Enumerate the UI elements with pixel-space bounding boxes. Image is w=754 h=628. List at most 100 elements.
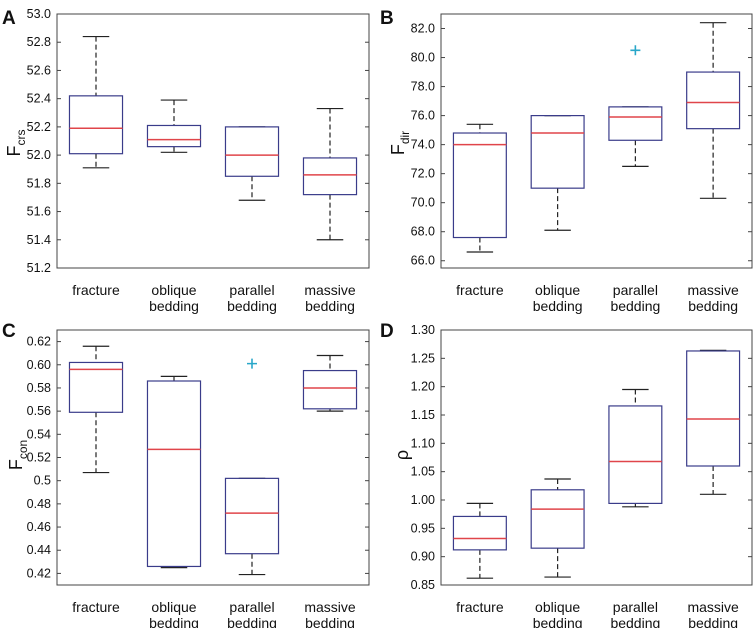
y-tick-label: 78.0: [411, 80, 435, 94]
panel-label: B: [380, 8, 394, 29]
panel-c: 0.42 0.44 0.46 0.48 0.5 0.52 0.54 0.56 0.58 0.60 0…: [2, 321, 370, 628]
plot-frame: [56, 13, 370, 269]
y-axis-label: Fcrs: [4, 130, 28, 157]
outlier-marker: [630, 45, 641, 56]
y-tick-label: 68.0: [411, 225, 435, 239]
y-tick-label: 1.25: [411, 351, 435, 365]
x-category-label: massive: [304, 282, 356, 298]
box-iqr: [146, 380, 202, 568]
y-tick-label: 0.48: [27, 497, 51, 511]
y-axis-label: Fdir: [388, 131, 412, 155]
x-category-label: fracture: [456, 599, 504, 615]
y-tick-label: 1.10: [411, 436, 435, 450]
x-category-label: bedding: [610, 298, 660, 314]
y-tick-label: 0.58: [27, 381, 51, 395]
y-tick-label: 0.54: [27, 427, 51, 441]
plot-frame: [56, 329, 370, 586]
x-category-label: fracture: [456, 282, 504, 298]
box-iqr: [224, 477, 280, 555]
y-axis-label-main: F: [388, 144, 408, 155]
x-category-label: oblique: [151, 282, 196, 298]
x-category-label: parallel: [613, 282, 658, 298]
panel-a: 51.2 51.4 51.6 51.8 52.0 52.2 52.4 52.6 52.8 53.0…: [2, 7, 370, 314]
y-tick-label: 51.2: [27, 261, 51, 275]
y-tick-label: 1.30: [411, 323, 435, 337]
y-tick-label: 1.20: [411, 380, 435, 394]
y-tick-label: 0.56: [27, 404, 51, 418]
panel-label: C: [2, 321, 16, 342]
x-category-label: parallel: [613, 599, 658, 615]
x-category-label: fracture: [72, 599, 120, 615]
y-tick-label: 80.0: [411, 51, 435, 65]
box-iqr: [224, 126, 280, 177]
x-category-label: massive: [687, 282, 739, 298]
y-tick-label: 52.2: [27, 120, 51, 134]
y-tick-label: 74.0: [411, 138, 435, 152]
x-category-label: bedding: [149, 298, 199, 314]
x-category-label: bedding: [533, 298, 583, 314]
y-tick-label: 51.4: [27, 233, 51, 247]
y-axis-label-main: F: [4, 146, 24, 157]
y-tick-label: 52.4: [27, 92, 51, 106]
y-tick-label: 51.6: [27, 205, 51, 219]
x-category-label: bedding: [305, 298, 355, 314]
y-tick-label: 52.6: [27, 63, 51, 77]
y-tick-label: 0.42: [27, 566, 51, 580]
y-axis-label-sub: crs: [14, 130, 28, 146]
panel-label: D: [380, 321, 394, 342]
y-tick-label: 1.15: [411, 408, 435, 422]
y-tick-label: 0.85: [411, 578, 435, 592]
y-tick-label: 52.0: [27, 148, 51, 162]
outlier-marker: [247, 358, 257, 369]
y-axis-label-main: F: [6, 459, 26, 470]
y-tick-label: 51.8: [27, 176, 51, 190]
y-tick-label: 82.0: [411, 22, 435, 36]
x-category-label: bedding: [227, 298, 277, 314]
x-category-label: bedding: [227, 615, 277, 628]
x-category-label: parallel: [229, 599, 274, 615]
x-category-label: oblique: [151, 599, 196, 615]
x-category-label: oblique: [535, 282, 580, 298]
y-tick-label: 0.62: [27, 335, 51, 349]
x-category-label: bedding: [688, 615, 738, 628]
panel-d: 0.85 0.90 0.95 1.00 1.05 1.10 1.15 1.20 1.25 1.30…: [380, 321, 753, 628]
box-iqr: [608, 405, 663, 504]
y-axis-label-sub: dir: [398, 131, 412, 144]
plot-frame: [440, 13, 753, 269]
box-iqr: [686, 350, 741, 467]
box-iqr: [146, 124, 202, 148]
box-iqr: [68, 95, 124, 155]
y-tick-label: 0.60: [27, 358, 51, 372]
y-tick-label: 0.95: [411, 521, 435, 535]
y-tick-label: 70.0: [411, 196, 435, 210]
x-category-label: massive: [304, 599, 356, 615]
y-axis-label-main: ρ: [392, 450, 412, 460]
x-category-label: bedding: [149, 615, 199, 628]
y-tick-label: 76.0: [411, 109, 435, 123]
panel-b: 66.0 68.0 70.0 72.0 74.0 76.0 78.0 80.0 82.0 B Fdi…: [380, 8, 753, 314]
x-category-label: bedding: [610, 615, 660, 628]
box-iqr: [302, 157, 358, 196]
x-category-label: bedding: [533, 615, 583, 628]
x-category-label: oblique: [535, 599, 580, 615]
y-tick-label: 0.5: [34, 474, 51, 488]
y-tick-label: 0.46: [27, 520, 51, 534]
x-category-label: massive: [687, 599, 739, 615]
y-tick-label: 1.05: [411, 465, 435, 479]
box-iqr: [452, 515, 507, 551]
y-axis-label: ρ: [392, 450, 412, 460]
y-tick-label: 0.52: [27, 451, 51, 465]
y-tick-label: 72.0: [411, 167, 435, 181]
x-category-label: bedding: [305, 615, 355, 628]
box-iqr: [302, 369, 358, 410]
box-iqr: [530, 489, 585, 549]
y-tick-label: 1.00: [411, 493, 435, 507]
x-category-label: fracture: [72, 282, 120, 298]
y-tick-label: 53.0: [27, 7, 51, 21]
plot-frame: [440, 329, 753, 586]
y-tick-label: 66.0: [411, 254, 435, 268]
y-axis-label-sub: con: [16, 440, 30, 459]
y-tick-label: 52.8: [27, 35, 51, 49]
box-iqr: [68, 361, 124, 413]
